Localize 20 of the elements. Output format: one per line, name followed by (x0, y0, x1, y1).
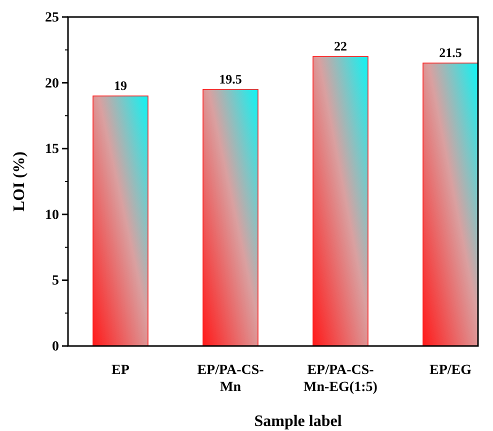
x-tick-label: EP/PA-CS-Mn (197, 363, 264, 395)
y-tick-label: 10 (45, 208, 59, 223)
data-label: 21.5 (439, 45, 462, 60)
y-tick-label: 0 (52, 339, 59, 354)
y-tick-label: 25 (45, 10, 59, 26)
y-tick-label: 20 (45, 76, 59, 92)
bar (202, 88, 258, 346)
x-tick-label: EP/EG (429, 363, 472, 378)
data-label: 22 (334, 38, 347, 54)
data-label: 19.5 (219, 71, 242, 86)
y-axis-title: LOI (%) (11, 152, 28, 212)
bar (312, 56, 368, 346)
x-tick-label: EP/PA-CS-Mn-EG(1:5) (304, 363, 378, 395)
y-tick-label: 15 (45, 142, 59, 158)
bar (92, 96, 148, 346)
x-tick-label: EP (112, 363, 130, 378)
data-label: 19 (114, 78, 128, 93)
y-tick-label: 5 (52, 274, 59, 289)
bar (422, 62, 478, 346)
x-axis-title: Sample label (254, 413, 342, 430)
